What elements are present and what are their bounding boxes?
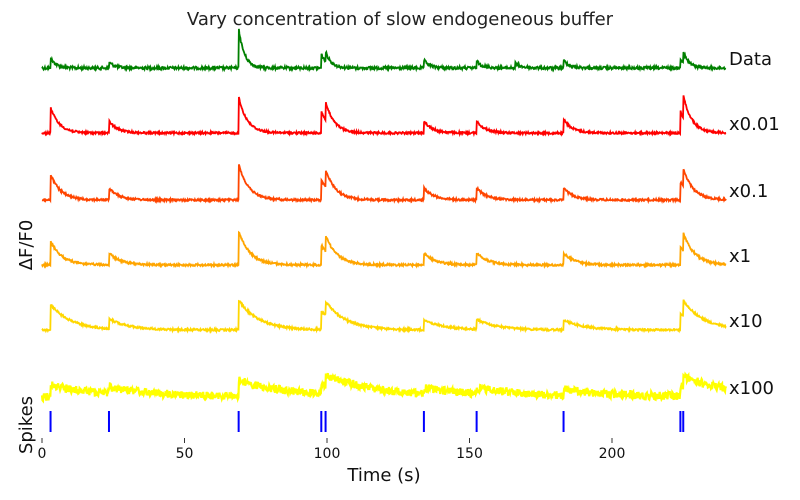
spikes-label: Spikes [16, 396, 37, 454]
trace-labels-group: Data x0.01 x0.1 x1 x10 x100 [729, 49, 780, 399]
traces-group [40, 28, 728, 404]
trace-x0_01 [41, 95, 727, 138]
trace-label-x100: x100 [729, 378, 774, 399]
trace-label-x0_01: x0.01 [729, 114, 780, 135]
x-axis: 0 50 100 150 200 [38, 438, 626, 462]
trace-x0_1 [41, 164, 727, 205]
trace-x1 [41, 230, 727, 270]
x-tick-label: 50 [176, 446, 194, 462]
trace-data [41, 28, 727, 73]
x-tick-label: 0 [38, 446, 47, 462]
trace-label-x10: x10 [729, 311, 763, 332]
chart-title: Vary concentration of slow endogeneous b… [187, 9, 614, 30]
trace-label-data: Data [729, 49, 772, 70]
spikes-group [49, 411, 685, 432]
trace-x100 [40, 371, 728, 404]
x-tick-label: 150 [456, 446, 483, 462]
x-tick-label: 200 [599, 446, 626, 462]
trace-label-x0_1: x0.1 [729, 181, 768, 202]
x-tick-label: 100 [314, 446, 341, 462]
x-axis-label: Time (s) [346, 465, 420, 486]
y-axis-label: ΔF/F0 [16, 220, 37, 271]
trace-label-x1: x1 [729, 246, 751, 267]
trace-x10 [41, 299, 727, 335]
